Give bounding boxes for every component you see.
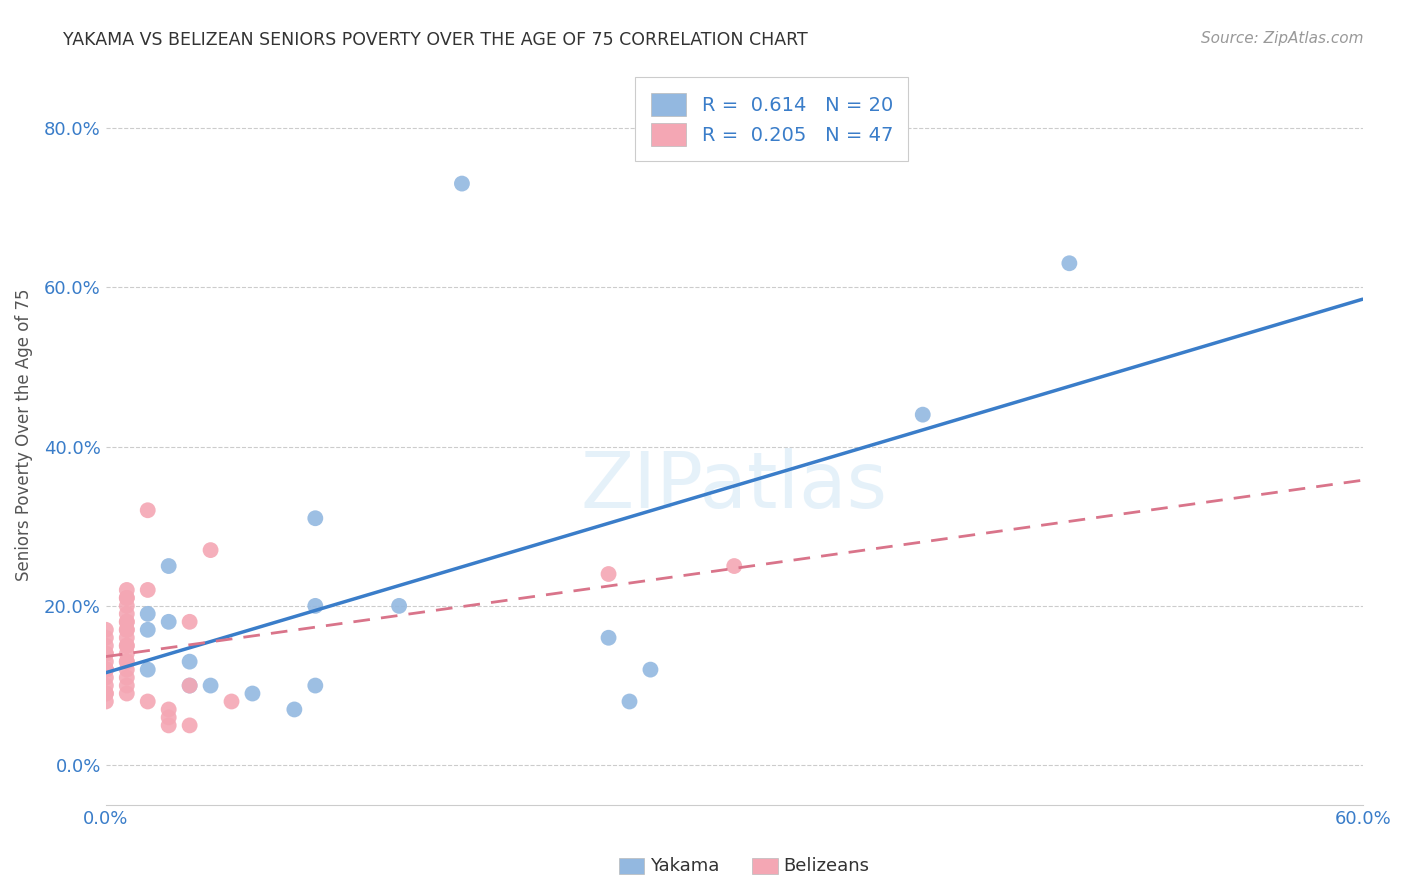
Point: [221, 694, 243, 708]
Point: [94, 663, 117, 677]
Point: [157, 559, 180, 574]
Point: [94, 631, 117, 645]
Point: [157, 710, 180, 724]
Y-axis label: Seniors Poverty Over the Age of 75: Seniors Poverty Over the Age of 75: [15, 288, 32, 581]
Point: [388, 599, 411, 613]
Point: [94, 679, 117, 693]
Point: [94, 655, 117, 669]
Legend: R =  0.614   N = 20, R =  0.205   N = 47: R = 0.614 N = 20, R = 0.205 N = 47: [636, 78, 908, 161]
Point: [115, 623, 138, 637]
Point: [115, 671, 138, 685]
Point: [94, 663, 117, 677]
Point: [94, 647, 117, 661]
Point: [115, 591, 138, 605]
Point: [283, 702, 305, 716]
Point: [115, 639, 138, 653]
Point: [115, 686, 138, 700]
Point: [94, 686, 117, 700]
Text: ZIPatlas: ZIPatlas: [581, 449, 887, 524]
Point: [115, 615, 138, 629]
Point: [598, 567, 620, 582]
Point: [179, 679, 201, 693]
Point: [115, 623, 138, 637]
Point: [94, 694, 117, 708]
Text: YAKAMA VS BELIZEAN SENIORS POVERTY OVER THE AGE OF 75 CORRELATION CHART: YAKAMA VS BELIZEAN SENIORS POVERTY OVER …: [63, 31, 808, 49]
Point: [200, 543, 222, 558]
Point: [136, 663, 159, 677]
Point: [115, 591, 138, 605]
Point: [94, 639, 117, 653]
Point: [136, 694, 159, 708]
Point: [179, 718, 201, 732]
Point: [136, 623, 159, 637]
Point: [242, 686, 264, 700]
Point: [136, 582, 159, 597]
Point: [179, 615, 201, 629]
Point: [94, 663, 117, 677]
Point: [157, 718, 180, 732]
Point: [94, 623, 117, 637]
Point: [451, 177, 474, 191]
Point: [136, 503, 159, 517]
Point: [911, 408, 934, 422]
Point: [94, 671, 117, 685]
Point: [115, 639, 138, 653]
Point: [115, 615, 138, 629]
Point: [640, 663, 662, 677]
Point: [723, 559, 745, 574]
Point: [94, 647, 117, 661]
Point: [157, 702, 180, 716]
Point: [1059, 256, 1081, 270]
Point: [179, 679, 201, 693]
Text: Source: ZipAtlas.com: Source: ZipAtlas.com: [1201, 31, 1364, 46]
Point: [115, 631, 138, 645]
Text: Yakama: Yakama: [650, 857, 718, 875]
Point: [94, 686, 117, 700]
Point: [179, 655, 201, 669]
Point: [304, 599, 326, 613]
Point: [598, 631, 620, 645]
Point: [200, 679, 222, 693]
Point: [115, 679, 138, 693]
Point: [94, 663, 117, 677]
Point: [115, 655, 138, 669]
Point: [136, 607, 159, 621]
Text: Belizeans: Belizeans: [783, 857, 869, 875]
Point: [115, 647, 138, 661]
Point: [157, 615, 180, 629]
Point: [115, 599, 138, 613]
Point: [115, 607, 138, 621]
Point: [115, 582, 138, 597]
Point: [115, 655, 138, 669]
Point: [115, 663, 138, 677]
Point: [304, 679, 326, 693]
Point: [304, 511, 326, 525]
Point: [619, 694, 641, 708]
